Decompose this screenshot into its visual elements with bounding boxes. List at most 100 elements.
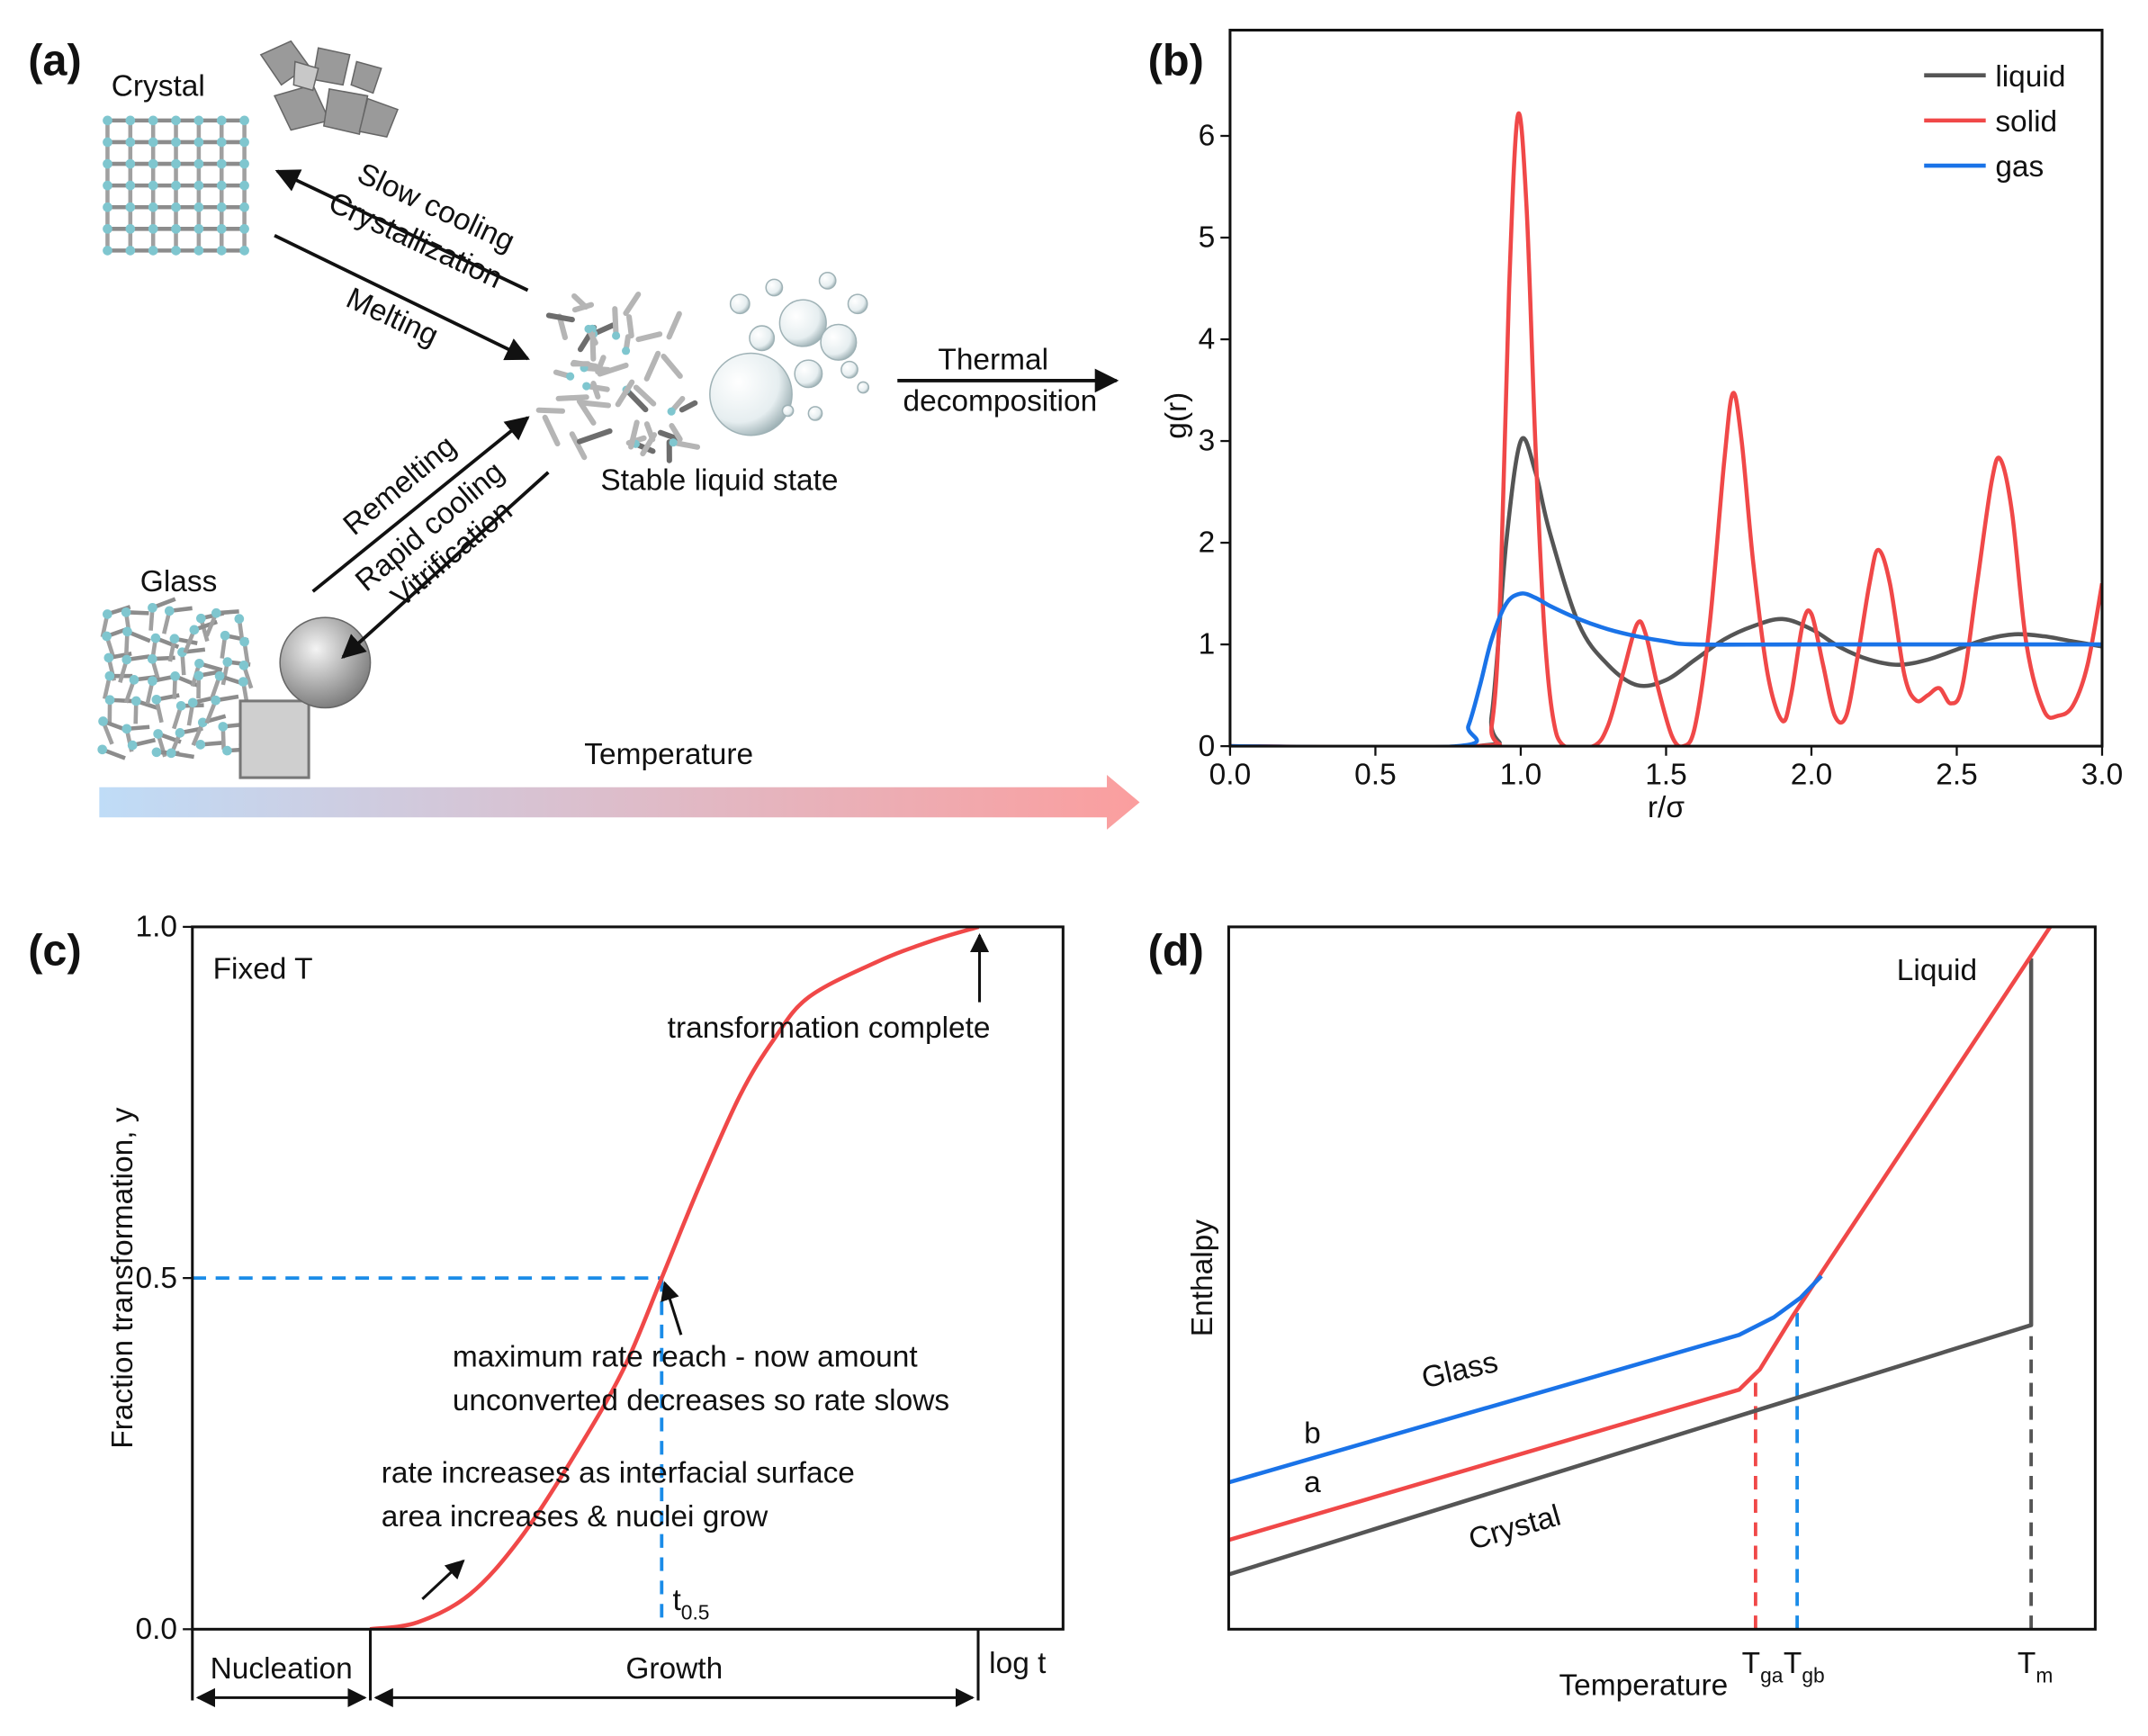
atom <box>239 246 249 256</box>
atom <box>151 695 162 705</box>
atom <box>612 331 621 340</box>
atom <box>153 729 163 739</box>
atom <box>193 246 204 256</box>
atom <box>220 630 230 641</box>
atom <box>121 654 132 665</box>
stage-label: Growth <box>625 1652 723 1686</box>
atom <box>566 372 575 381</box>
y-tick-label: 1.0 <box>136 911 178 944</box>
atom <box>239 202 249 212</box>
atom <box>166 748 176 759</box>
glass-sphere <box>279 616 372 709</box>
atom <box>148 180 158 191</box>
atom <box>234 614 245 624</box>
x-tick-label: 1.5 <box>1645 759 1687 792</box>
atom <box>98 716 108 726</box>
atom <box>103 137 112 148</box>
x-axis-label: Temperature <box>1559 1669 1728 1702</box>
bubbles <box>709 271 870 436</box>
annotation: Liquid <box>1897 954 1977 987</box>
y-axis-label: g(r) <box>1160 392 1193 439</box>
crystal-lattice <box>103 115 249 256</box>
atom <box>216 137 227 148</box>
atom <box>239 223 249 234</box>
series-line <box>1228 926 2053 1543</box>
annotation: transformation complete <box>668 1012 991 1045</box>
marker-label: Tga <box>1742 1647 1784 1687</box>
atom <box>239 158 249 169</box>
series-line <box>1229 111 2102 747</box>
atom <box>667 407 676 416</box>
atom <box>148 602 157 613</box>
atom <box>121 607 131 617</box>
atom <box>121 724 132 734</box>
atom <box>148 246 158 256</box>
annotation-arrow <box>421 1559 465 1600</box>
atom <box>127 740 138 751</box>
molecule <box>624 387 649 413</box>
molecule <box>597 362 629 377</box>
atom <box>175 700 186 711</box>
x-tick-label: 3.0 <box>2081 759 2124 792</box>
atom <box>189 625 200 635</box>
label: decomposition <box>903 384 1097 418</box>
atom <box>171 158 181 169</box>
legend-label: solid <box>1995 105 2057 139</box>
series-line <box>1228 1274 1823 1485</box>
y-tick-label: 1 <box>1199 628 1216 661</box>
atom <box>148 202 158 212</box>
atom <box>193 158 204 169</box>
marker-label: Tgb <box>1784 1647 1825 1687</box>
atom <box>103 115 112 126</box>
label: Stable liquid state <box>600 464 838 498</box>
atom <box>175 728 185 738</box>
molecule <box>623 292 642 317</box>
x-tick-label: 2.0 <box>1791 759 1833 792</box>
plot-frame <box>1227 925 2097 1631</box>
atom <box>104 695 115 706</box>
atom <box>97 744 108 755</box>
atom <box>125 180 136 191</box>
atom <box>125 115 136 126</box>
liquid-molecules <box>535 292 701 463</box>
atom <box>171 137 181 148</box>
atom <box>211 695 220 706</box>
atom <box>196 613 206 624</box>
atom <box>148 158 158 169</box>
atom <box>125 202 136 212</box>
reference-label: t0.5 <box>672 1584 709 1624</box>
molecule <box>576 427 613 445</box>
molecule <box>542 414 561 447</box>
diagram: Crystal Slow cooling Crystallization Mel… <box>97 40 1140 830</box>
molecule <box>555 394 589 401</box>
atom <box>171 115 181 126</box>
molecule <box>640 432 658 457</box>
molecule <box>612 306 619 339</box>
marker-label-sub: gb <box>1802 1664 1824 1687</box>
annotation: rate increases as interfacial surface <box>382 1457 855 1490</box>
marker-label-base: T <box>1742 1647 1760 1680</box>
atom <box>164 606 175 616</box>
atom <box>171 180 181 191</box>
atom <box>103 652 114 663</box>
atom <box>125 246 136 256</box>
molecule <box>571 292 589 310</box>
marker-label-base: T <box>2018 1647 2036 1680</box>
x-tick-label: 1.0 <box>1500 759 1542 792</box>
atom <box>103 158 112 169</box>
label: Thermal <box>938 344 1048 377</box>
molecule <box>576 398 597 426</box>
x-axis-label: log t <box>989 1647 1047 1680</box>
atom <box>195 740 206 750</box>
atom <box>211 607 221 618</box>
atom <box>216 202 227 212</box>
marker-label-base: T <box>1784 1647 1802 1680</box>
atom <box>239 137 249 148</box>
atom <box>187 697 198 708</box>
legend-label: liquid <box>1995 60 2065 94</box>
molecule <box>615 379 635 408</box>
atom <box>193 223 204 234</box>
reference-label-sub: 0.5 <box>681 1601 710 1624</box>
marker-label-sub: ga <box>1760 1664 1784 1687</box>
